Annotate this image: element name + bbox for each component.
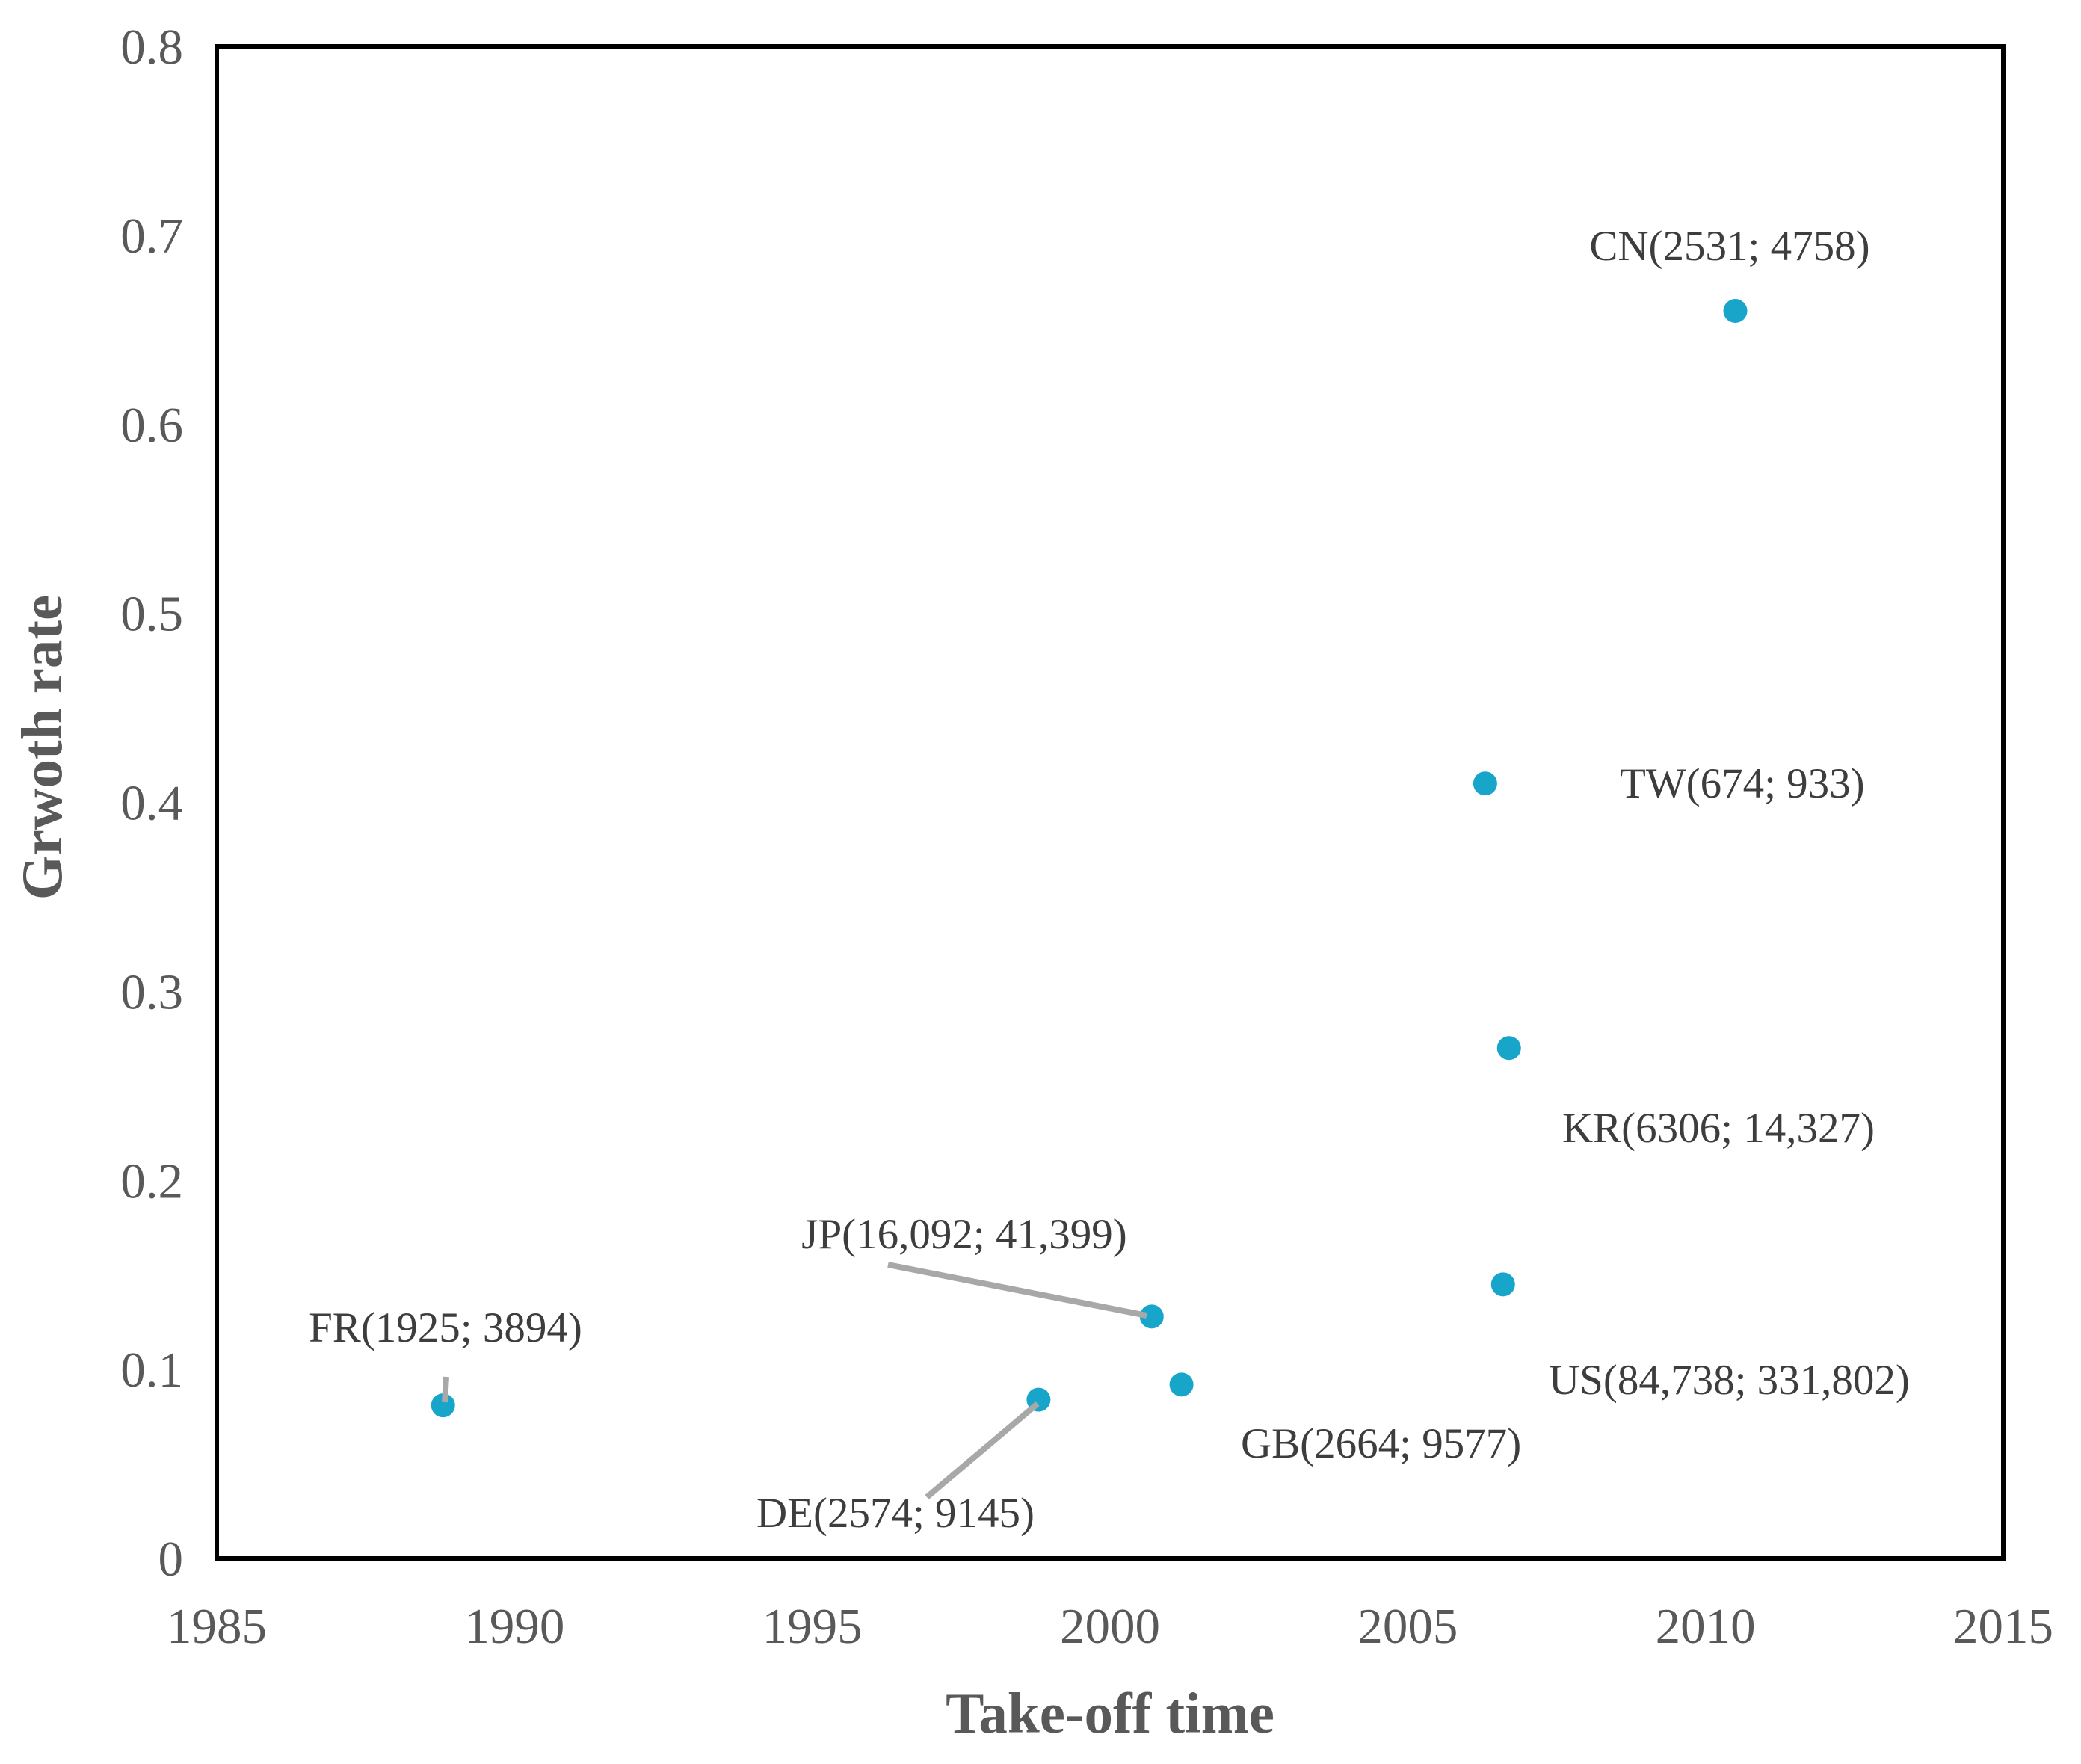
data-point-CN (1723, 299, 1748, 324)
data-point-JP (1139, 1304, 1164, 1329)
x-tick-label-2010: 2010 (1656, 1599, 1756, 1654)
data-point-label-CN: CN(2531; 4758) (1589, 223, 1869, 270)
data-point-label-GB: GB(2664; 9577) (1241, 1420, 1521, 1467)
data-point-label-TW: TW(674; 933) (1620, 760, 1865, 807)
y-tick-label-0.1: 0.1 (120, 1342, 183, 1398)
data-point-FR (431, 1393, 455, 1418)
data-point-KR (1496, 1036, 1521, 1061)
x-tick-label-2005: 2005 (1357, 1599, 1458, 1654)
plot-area (215, 44, 2006, 1561)
x-tick-label-1985: 1985 (167, 1599, 267, 1654)
y-axis-title: Grwoth rate (10, 595, 74, 900)
data-point-label-FR: FR(1925; 3894) (309, 1304, 582, 1351)
data-point-label-DE: DE(2574; 9145) (756, 1490, 1035, 1537)
leader-line-FR (442, 1376, 449, 1403)
data-point-label-JP: JP(16,092; 41,399) (801, 1211, 1126, 1258)
x-axis-tick-labels: 1985 1990 1995 2000 2005 2010 2015 (167, 1599, 2053, 1654)
x-tick-label-2015: 2015 (1953, 1599, 2053, 1654)
data-point-labels: FR(1925; 3894) DE(2574; 9145) JP(16,092; 4… (309, 223, 1910, 1537)
data-point-label-KR: KR(6306; 14,327) (1562, 1105, 1875, 1152)
leader-lines (442, 1262, 1147, 1500)
y-tick-label-0.2: 0.2 (120, 1153, 183, 1209)
data-point-TW (1473, 771, 1497, 796)
x-axis-title: Take-off time (946, 1681, 1274, 1745)
x-tick-label-1995: 1995 (762, 1599, 863, 1654)
data-point-label-US: US(84,738; 331,802) (1549, 1357, 1910, 1404)
y-tick-label-0.3: 0.3 (120, 964, 183, 1020)
data-point-GB (1169, 1372, 1194, 1397)
y-tick-label-0.5: 0.5 (120, 587, 183, 642)
data-point-US (1490, 1272, 1515, 1297)
x-tick-label-1990: 1990 (464, 1599, 564, 1654)
x-tick-label-2000: 2000 (1060, 1599, 1160, 1654)
data-points (431, 299, 1748, 1418)
y-tick-label-0: 0 (158, 1532, 184, 1587)
y-axis-tick-labels: 0 0.1 0.2 0.3 0.4 0.5 0.6 0.7 0.8 (120, 19, 183, 1587)
leader-line-DE (925, 1401, 1040, 1500)
leader-line-JP (887, 1262, 1147, 1319)
y-tick-label-0.7: 0.7 (120, 209, 183, 264)
y-tick-label-0.8: 0.8 (120, 19, 183, 75)
y-tick-label-0.6: 0.6 (120, 398, 183, 453)
y-tick-label-0.4: 0.4 (120, 776, 183, 831)
